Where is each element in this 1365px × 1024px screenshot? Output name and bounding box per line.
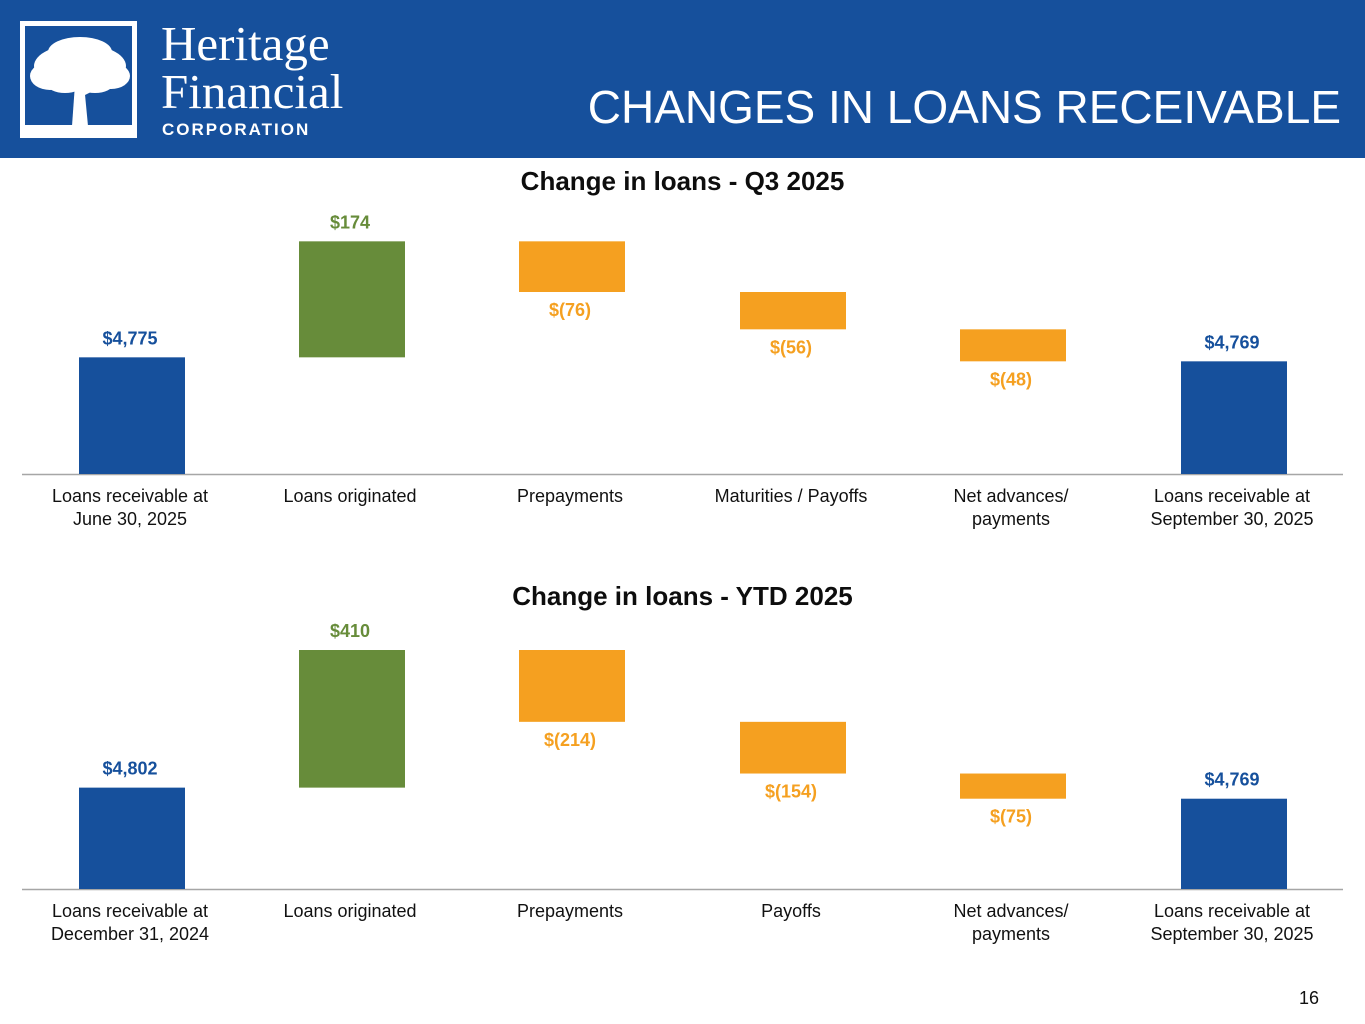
brand-name-line1: Heritage bbox=[161, 16, 330, 71]
category-label: Net advances/payments bbox=[901, 485, 1121, 531]
chart-title-ytd: Change in loans - YTD 2025 bbox=[512, 581, 853, 611]
category-label-line: payments bbox=[971, 924, 1051, 944]
brand-name-line2: Financial bbox=[161, 64, 344, 119]
data-label: $(76) bbox=[549, 300, 591, 320]
category-label: Prepayments bbox=[460, 485, 680, 508]
data-label: $174 bbox=[330, 212, 370, 232]
category-label-line: Prepayments bbox=[516, 901, 624, 921]
category-label: Loans receivable at December 31, 2024 bbox=[20, 900, 240, 946]
oak-tree-icon bbox=[25, 37, 132, 133]
category-label-line: Loans originated bbox=[283, 901, 417, 921]
waterfall-chart-q3: $4,775 $174 $(76) $(56) $(48) $4,769 bbox=[22, 212, 1343, 476]
category-label-line: Payoffs bbox=[761, 901, 821, 921]
bar-total bbox=[1181, 361, 1287, 474]
waterfall-chart-ytd: $4,802 $410 $(214) $(154) $(75) $4,769 bbox=[22, 621, 1343, 891]
data-label: $(75) bbox=[990, 807, 1032, 827]
category-label-line: September 30, 2025 bbox=[1150, 509, 1314, 529]
data-label: $(214) bbox=[544, 730, 596, 750]
data-label: $(48) bbox=[990, 369, 1032, 389]
category-label: Loans originated bbox=[240, 900, 460, 923]
bar-increase bbox=[299, 241, 405, 358]
data-label: $4,775 bbox=[102, 328, 157, 348]
category-label-line: Loans receivable at bbox=[51, 901, 209, 921]
bar-decrease bbox=[519, 241, 625, 292]
bar-decrease bbox=[960, 329, 1066, 362]
category-label-line: Loans receivable at bbox=[1153, 486, 1311, 506]
category-label: Prepayments bbox=[460, 900, 680, 923]
bar-increase bbox=[299, 650, 405, 788]
page-number: 16 bbox=[1298, 988, 1319, 1008]
category-label-line: September 30, 2025 bbox=[1150, 924, 1314, 944]
bar-total bbox=[1181, 798, 1287, 889]
data-label: $4,802 bbox=[102, 759, 157, 779]
category-label-line: Net advances/ bbox=[953, 901, 1069, 921]
bar-total bbox=[79, 787, 185, 889]
category-label-line: payments bbox=[971, 509, 1051, 529]
data-label: $410 bbox=[330, 621, 370, 641]
bar-decrease bbox=[519, 650, 625, 722]
header-banner: Heritage Financial CORPORATION CHANGES I… bbox=[0, 0, 1365, 158]
data-label: $(56) bbox=[770, 337, 812, 357]
category-label-line: June 30, 2025 bbox=[72, 509, 188, 529]
data-label: $(154) bbox=[765, 782, 817, 802]
category-label: Net advances/payments bbox=[901, 900, 1121, 946]
category-label-line: Loans receivable at bbox=[51, 486, 209, 506]
category-label: Loans receivable at September 30, 2025 bbox=[1122, 900, 1342, 946]
data-label: $4,769 bbox=[1204, 770, 1259, 790]
category-label: Maturities / Payoffs bbox=[681, 485, 901, 508]
page-title: CHANGES IN LOANS RECEIVABLE bbox=[587, 81, 1341, 133]
category-label-line: Loans receivable at bbox=[1153, 901, 1311, 921]
category-label-line: Net advances/ bbox=[953, 486, 1069, 506]
category-label: Loans originated bbox=[240, 485, 460, 508]
bar-decrease bbox=[740, 292, 846, 330]
category-label-line: Loans originated bbox=[283, 486, 417, 506]
bar-decrease bbox=[740, 721, 846, 774]
chart-title-q3: Change in loans - Q3 2025 bbox=[520, 166, 845, 196]
category-label: Loans receivable at September 30, 2025 bbox=[1122, 485, 1342, 531]
category-label: Loans receivable at June 30, 2025 bbox=[20, 485, 240, 531]
bar-total bbox=[79, 357, 185, 474]
category-label-line: Prepayments bbox=[516, 486, 624, 506]
category-label: Payoffs bbox=[681, 900, 901, 923]
data-label: $4,769 bbox=[1204, 332, 1259, 352]
bar-decrease bbox=[960, 773, 1066, 799]
category-label-line: Maturities / Payoffs bbox=[714, 486, 868, 506]
category-label-line: December 31, 2024 bbox=[50, 924, 210, 944]
logo bbox=[20, 21, 137, 138]
brand-subtitle: CORPORATION bbox=[162, 120, 311, 139]
